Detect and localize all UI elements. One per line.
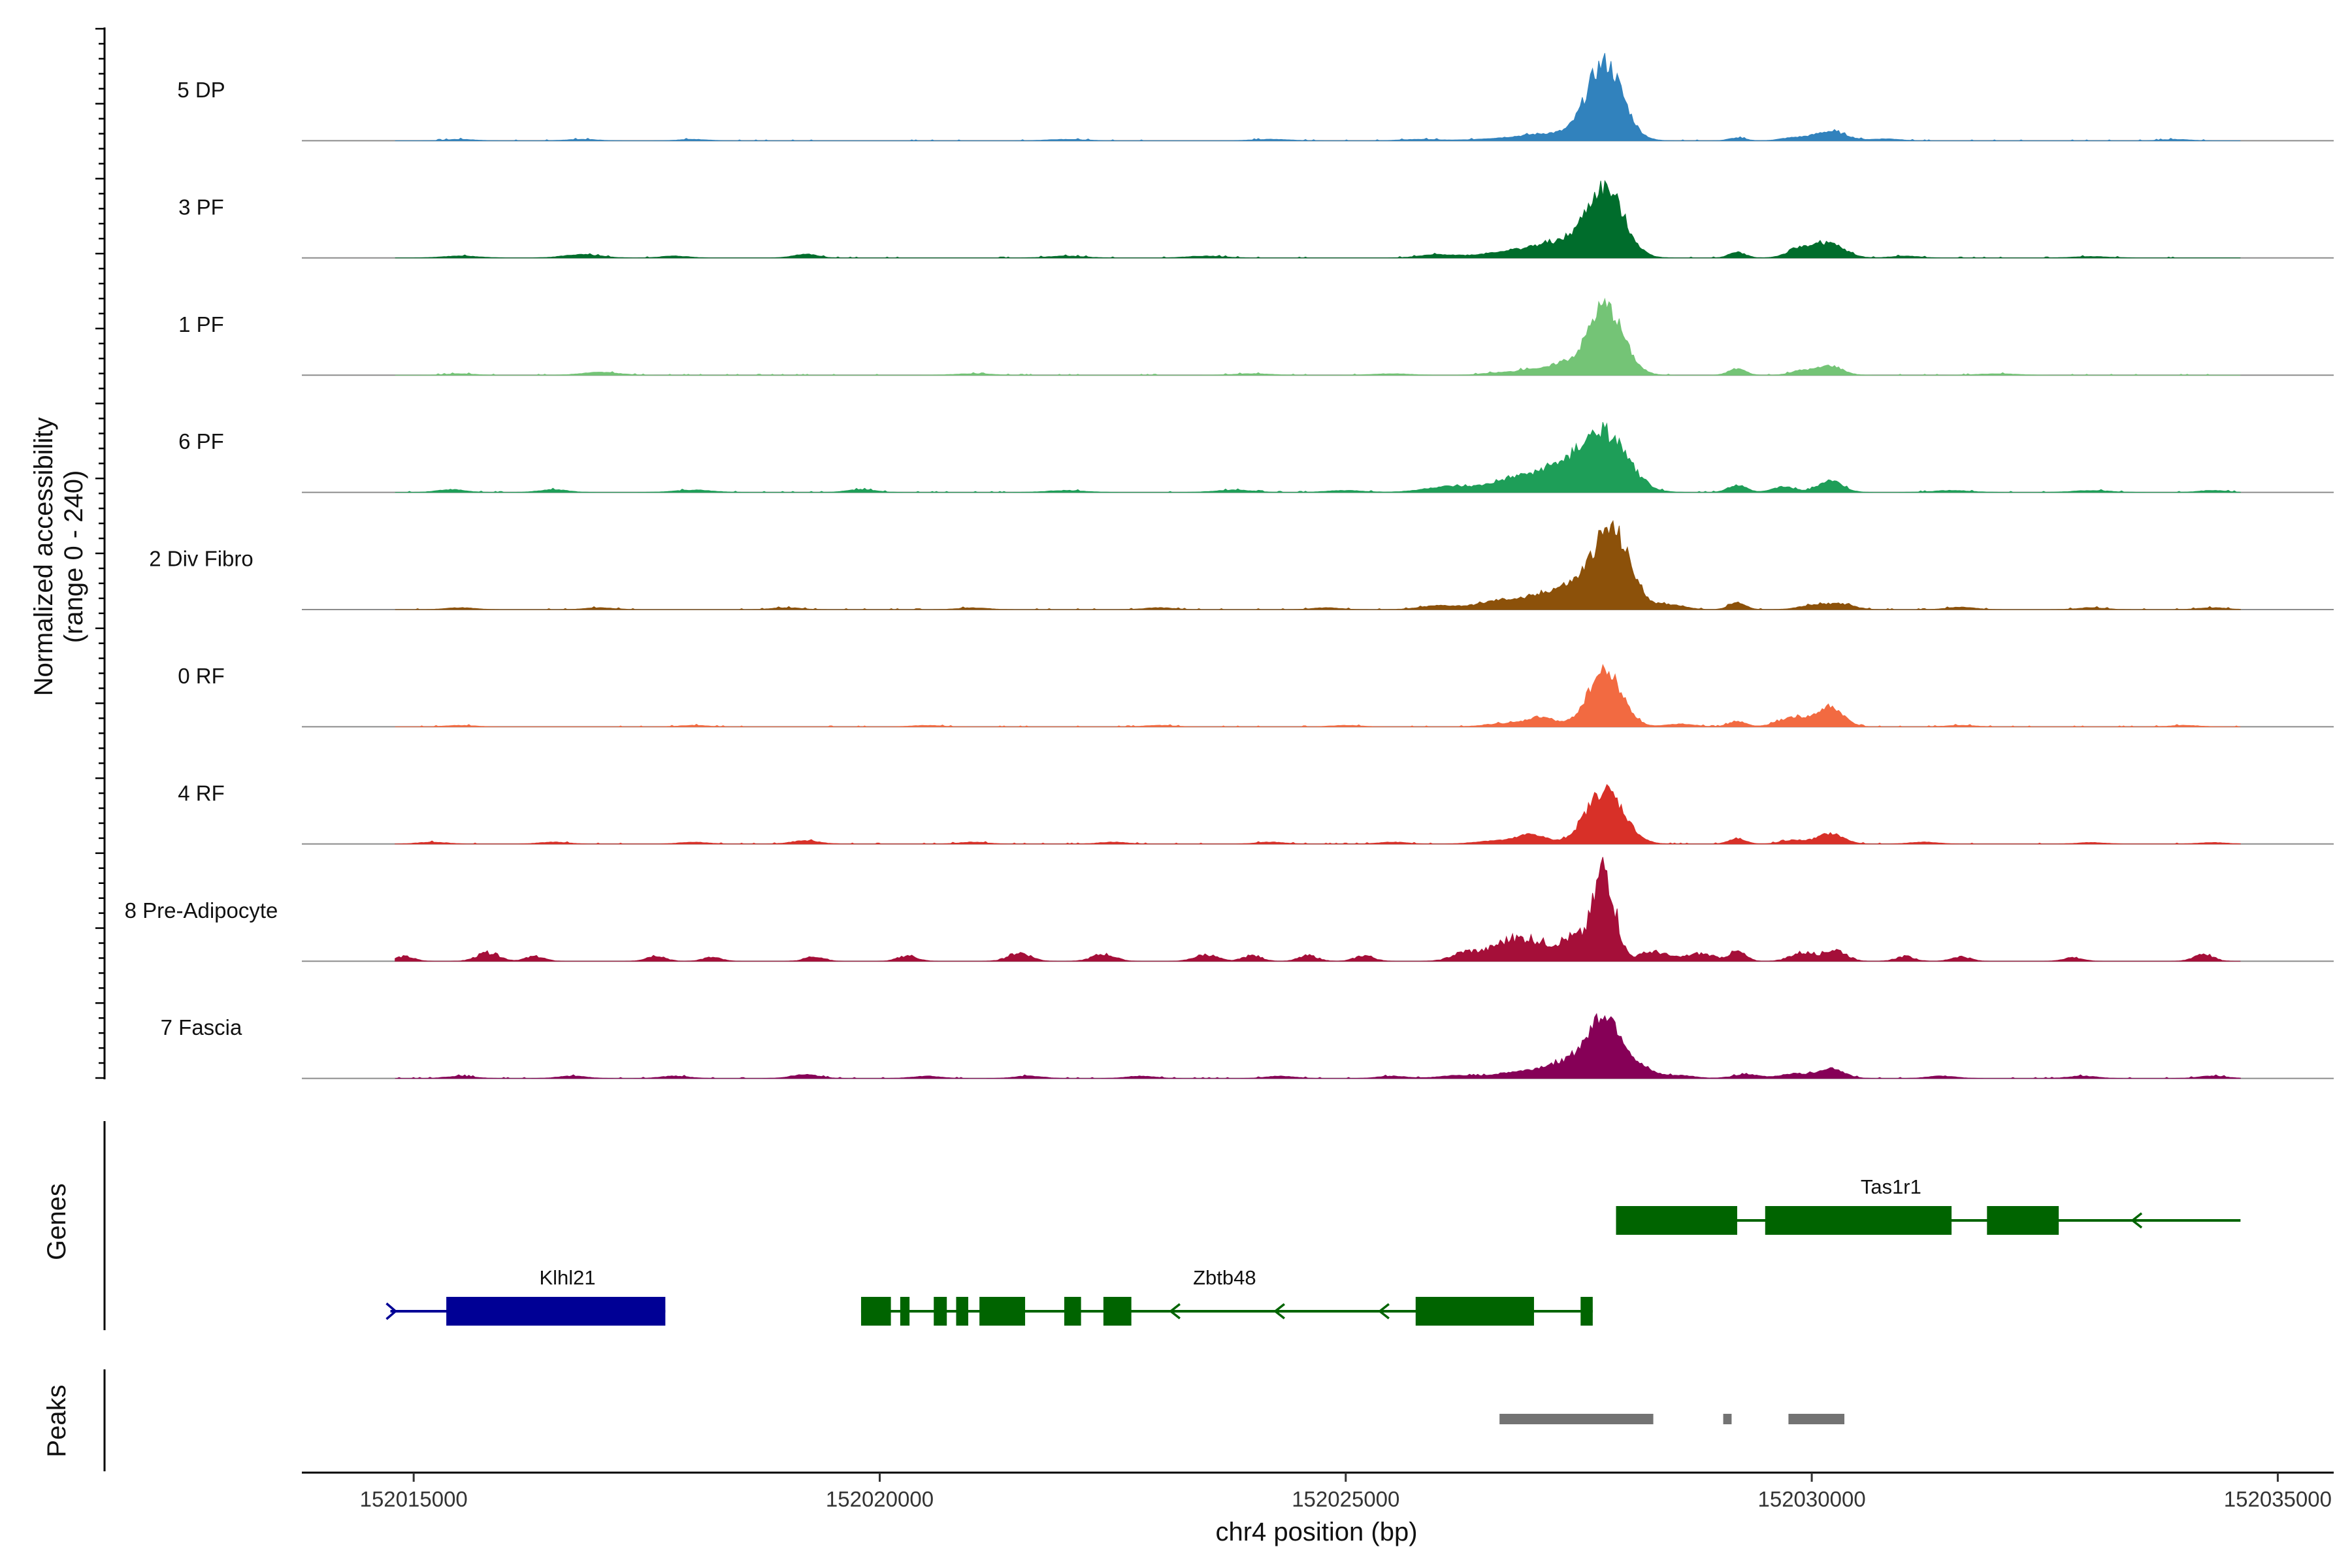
- gene-exon: [1616, 1206, 1737, 1235]
- strand-arrow: [385, 1302, 398, 1320]
- gene-exon: [934, 1297, 947, 1326]
- strand-arrow: [1273, 1303, 1285, 1320]
- y-axis-title-line: (range 0 - 240): [59, 470, 88, 644]
- gene-exon: [446, 1297, 666, 1326]
- gene-exon: [860, 1297, 891, 1326]
- gene-model: Klhl21: [385, 1266, 666, 1326]
- coverage-track: 5 DP: [177, 53, 2334, 142]
- strand-arrow: [1169, 1303, 1181, 1320]
- gene-track: Klhl21 Zbtb48 Tas1r1: [385, 1175, 2241, 1326]
- peak-track: [1499, 1414, 1845, 1424]
- track-label: 3 PF: [178, 195, 224, 219]
- track-label: 6 PF: [178, 429, 224, 453]
- gene-exon: [900, 1297, 910, 1326]
- x-tick-label: 152015000: [360, 1487, 468, 1511]
- coverage-area: [395, 422, 2241, 493]
- coverage-area: [395, 857, 2241, 962]
- gene-label: Klhl21: [539, 1266, 595, 1289]
- coverage-area: [395, 180, 2241, 259]
- coverage-track: 3 PF: [178, 180, 2334, 259]
- x-tick-label: 152020000: [826, 1487, 934, 1511]
- track-label: 1 PF: [178, 312, 224, 336]
- track-axes: [95, 27, 106, 1471]
- coverage-area: [395, 519, 2241, 610]
- coverage-area: [395, 53, 2241, 141]
- coverage-track: 7 Fascia: [161, 1013, 2334, 1079]
- peaks-track-title: Peaks: [42, 1384, 71, 1457]
- x-tick-label: 152025000: [1292, 1487, 1399, 1511]
- gene-exon: [1064, 1297, 1081, 1326]
- coverage-area: [395, 664, 2241, 727]
- gene-label: Zbtb48: [1193, 1266, 1256, 1289]
- peak-region: [1499, 1414, 1654, 1424]
- gene-exon: [1987, 1206, 2059, 1235]
- x-tick-label: 152035000: [2224, 1487, 2332, 1511]
- peak-region: [1723, 1414, 1732, 1424]
- gene-exon: [1580, 1297, 1593, 1326]
- y-axis-title-line: Normalized accessibility: [29, 417, 58, 696]
- x-axis-title: chr4 position (bp): [1215, 1518, 1417, 1546]
- track-label: 2 Div Fibro: [149, 547, 253, 571]
- y-axis-title-text: Normalized accessibility(range 0 - 240): [29, 417, 88, 696]
- track-label: 5 DP: [177, 78, 225, 102]
- coverage-tracks: 5 DP 3 PF 1 PF 6 PF 2 Div Fibro 0 RF 4 RF 8 Pre…: [125, 53, 2334, 1079]
- gene-exon: [979, 1297, 1026, 1326]
- coverage-area: [395, 783, 2241, 845]
- coverage-track: 0 RF: [178, 664, 2334, 728]
- coverage-track: 4 RF: [178, 781, 2334, 845]
- coverage-area: [395, 1013, 2241, 1079]
- gene-model: Tas1r1: [1616, 1175, 2241, 1235]
- track-label: 7 Fascia: [161, 1015, 242, 1039]
- genes-track-title: Genes: [42, 1183, 71, 1260]
- gene-exon: [1415, 1297, 1534, 1326]
- gene-model: Zbtb48: [860, 1266, 1593, 1326]
- track-label: 4 RF: [178, 781, 225, 805]
- gene-exon: [956, 1297, 969, 1326]
- strand-arrow: [2131, 1212, 2143, 1229]
- coverage-area: [395, 297, 2241, 376]
- coverage-track: 6 PF: [178, 422, 2334, 493]
- y-axis-title: Normalized accessibility(range 0 - 240): [29, 417, 88, 696]
- coverage-track: 2 Div Fibro: [149, 519, 2334, 610]
- peak-region: [1788, 1414, 1845, 1424]
- track-label: 8 Pre-Adipocyte: [125, 898, 278, 923]
- x-axis: 152015000 152020000 152025000 152030000 1520…: [302, 1471, 2334, 1511]
- strand-arrow: [1378, 1303, 1390, 1320]
- coverage-track: 8 Pre-Adipocyte: [125, 857, 2334, 962]
- gene-exon: [1765, 1206, 1952, 1235]
- x-tick-label: 152030000: [1758, 1487, 1866, 1511]
- coverage-track: 1 PF: [178, 297, 2334, 376]
- gene-label: Tas1r1: [1861, 1175, 1921, 1198]
- track-label: 0 RF: [178, 664, 225, 688]
- gene-exon: [1103, 1297, 1132, 1326]
